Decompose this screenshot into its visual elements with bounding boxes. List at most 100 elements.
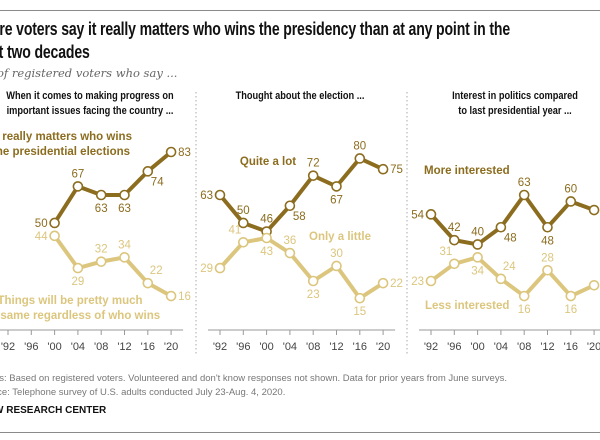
data-label: 22 — [390, 278, 403, 290]
data-point — [119, 252, 130, 263]
x-tick-label: '92 — [213, 341, 227, 353]
data-point — [495, 221, 507, 233]
x-tick-label: '16 — [564, 341, 578, 353]
x-tick-label: '92 — [1, 341, 15, 353]
panel-title-line: to last presidential year ... — [458, 105, 572, 117]
x-tick-label: '08 — [306, 341, 320, 353]
data-label: 63 — [518, 177, 531, 189]
data-point — [472, 252, 483, 263]
data-label: 44 — [35, 231, 48, 243]
x-tick-label: '04 — [71, 341, 85, 353]
data-label: 29 — [200, 263, 213, 275]
data-point — [95, 256, 107, 267]
data-point — [588, 279, 600, 291]
data-point — [565, 290, 577, 302]
x-tick-label: '00 — [259, 341, 273, 353]
data-point — [354, 292, 366, 304]
data-label: 24 — [503, 261, 516, 273]
x-tick-label: '96 — [236, 341, 250, 353]
x-tick-label: '08 — [94, 341, 108, 353]
brand-logo-text: W RESEARCH CENTER — [0, 405, 107, 416]
series-label: Less interested — [425, 300, 509, 312]
data-point — [95, 189, 107, 201]
x-tick-label: '12 — [329, 341, 343, 353]
series-label: the same regardless of who wins — [0, 310, 160, 322]
data-point — [72, 181, 84, 192]
data-point — [518, 189, 530, 201]
data-point — [214, 189, 226, 201]
series-label: Quite a lot — [240, 156, 296, 168]
x-tick-label: '96 — [447, 341, 461, 353]
data-point — [119, 189, 130, 201]
data-point — [142, 277, 154, 289]
series-label: Things will be pretty much — [0, 295, 143, 307]
data-label: 16 — [178, 291, 191, 303]
data-label: 46 — [260, 214, 273, 226]
data-point — [542, 264, 553, 276]
data-label: 63 — [118, 203, 131, 215]
data-point — [425, 275, 437, 287]
data-label: 72 — [307, 158, 320, 170]
chart-title: ore voters say it really matters who win… — [0, 17, 599, 63]
x-tick-label: '96 — [24, 341, 38, 353]
data-label: 15 — [353, 306, 366, 318]
data-label: 48 — [541, 235, 554, 247]
data-label: 54 — [411, 209, 424, 221]
data-point — [331, 260, 342, 272]
data-label: 50 — [237, 205, 250, 217]
panel-title-line: When it comes to making progress on — [6, 90, 174, 102]
data-label: 50 — [35, 218, 48, 230]
data-point — [72, 262, 84, 274]
data-label: 16 — [518, 304, 531, 316]
data-label: 23 — [411, 276, 424, 288]
series-label: the presidential elections — [0, 146, 130, 158]
x-tick-label: '20 — [164, 341, 178, 353]
panel-title-line: Thought about the election ... — [235, 90, 365, 102]
data-label: 67 — [330, 194, 343, 206]
title-line: st two decades — [0, 41, 90, 62]
panel-title-line: Interest in politics compared — [452, 90, 578, 102]
bottom-rule — [0, 432, 600, 433]
series-label: Only a little — [309, 231, 371, 243]
data-point — [49, 230, 60, 242]
data-point — [284, 200, 296, 212]
data-point — [377, 163, 389, 175]
data-point — [518, 290, 530, 302]
data-label: 67 — [72, 168, 85, 180]
data-point — [377, 277, 389, 289]
data-label: 31 — [440, 246, 453, 258]
data-point — [542, 221, 553, 233]
x-tick-label: '00 — [47, 341, 61, 353]
data-point — [331, 181, 342, 192]
panel-title-2: Thought about the election ... — [199, 89, 401, 104]
data-label: 36 — [284, 235, 297, 247]
data-label: 83 — [178, 147, 191, 159]
data-label: 42 — [448, 222, 461, 234]
data-point — [284, 247, 296, 259]
data-label: 75 — [390, 164, 403, 176]
data-point — [238, 237, 249, 248]
data-point — [448, 258, 460, 270]
data-label: 29 — [72, 276, 85, 288]
data-point — [49, 217, 60, 229]
x-tick-label: '20 — [376, 341, 390, 353]
x-tick-label: '20 — [587, 341, 600, 353]
data-point — [261, 232, 272, 244]
data-label: 63 — [95, 203, 108, 215]
data-point — [354, 153, 366, 164]
chart-subtitle: of registered voters who say ... — [0, 66, 178, 80]
data-label: 80 — [353, 140, 366, 152]
x-tick-label: '16 — [353, 341, 367, 353]
data-point — [238, 217, 249, 229]
data-point — [565, 196, 577, 207]
data-label: 34 — [471, 265, 484, 277]
data-point — [425, 209, 437, 220]
data-label: 32 — [95, 244, 108, 256]
data-label: 58 — [293, 211, 306, 223]
data-label: 30 — [330, 248, 343, 260]
data-label: 60 — [564, 183, 577, 195]
data-label: 74 — [151, 176, 164, 188]
data-label: 40 — [471, 226, 484, 238]
